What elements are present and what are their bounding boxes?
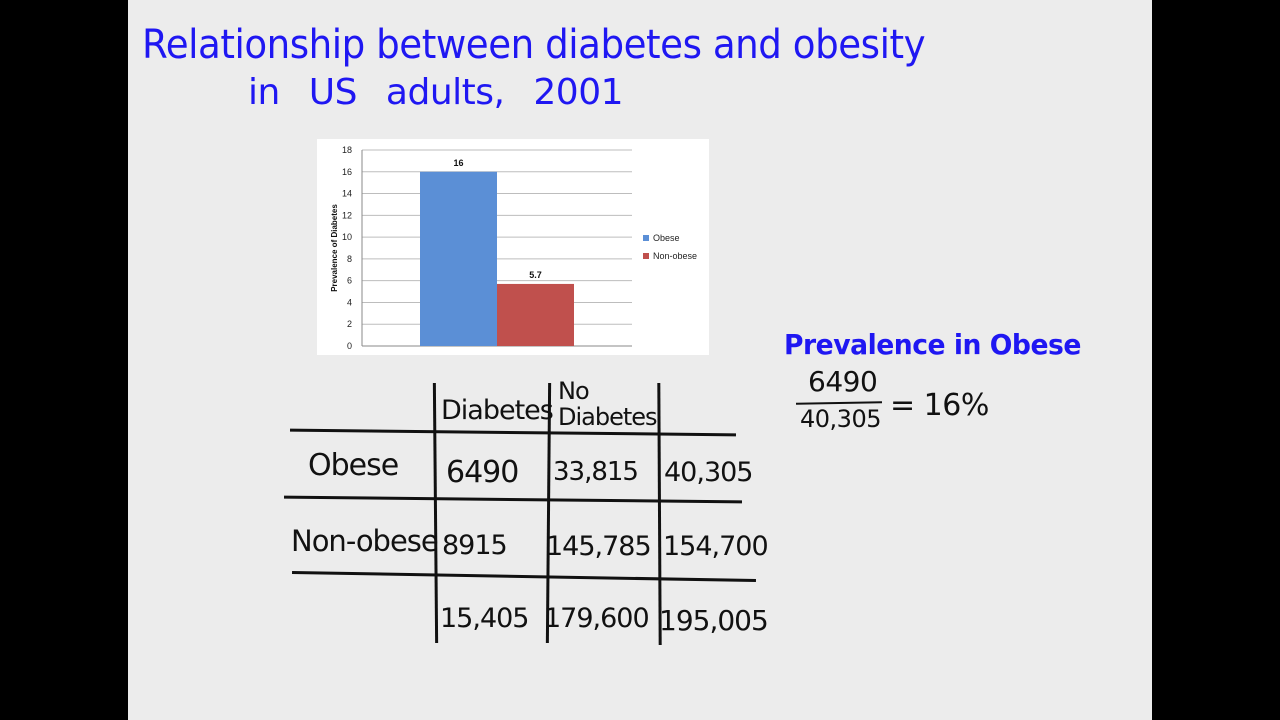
- whiteboard: Relationship between diabetes and obesit…: [128, 0, 1152, 720]
- title-line-2: in US adults, 2001: [248, 72, 624, 113]
- legend-label: Obese: [653, 233, 680, 243]
- legend-label: Non-obese: [653, 251, 697, 261]
- cell-nonobese-no-diabetes: 145,785: [546, 531, 652, 562]
- table-hline-1: [289, 428, 737, 437]
- table-vline-1: [432, 382, 439, 644]
- cell-total-diabetes: 15,405: [440, 603, 529, 634]
- y-tick-label: 10: [342, 232, 352, 242]
- fraction-denominator: 40,305: [800, 405, 881, 433]
- table-hline-2: [283, 495, 743, 504]
- fraction-numerator: 6490: [808, 365, 878, 398]
- legend-swatch: [643, 253, 649, 259]
- y-axis-label: Prevalence of Diabetes: [330, 204, 339, 292]
- cell-total-total: 195,005: [659, 604, 769, 637]
- header-diabetes: Diabetes: [441, 395, 554, 426]
- title-line-1: Relationship between diabetes and obesit…: [142, 22, 926, 68]
- y-tick-label: 6: [347, 276, 352, 286]
- cell-total-no-diabetes: 179,600: [544, 603, 650, 634]
- data-label: 5.7: [529, 270, 542, 280]
- cell-obese-no-diabetes: 33,815: [553, 457, 639, 487]
- bar-chart: 0 2 4 6 8 10 12 14 16 18 Prevalence of Diabetes 16 5…: [317, 139, 709, 355]
- row-label-obese: Obese: [308, 448, 399, 483]
- table-hline-3: [292, 570, 756, 583]
- y-tick-label: 2: [347, 319, 352, 329]
- cell-nonobese-diabetes: 8915: [442, 530, 508, 561]
- cell-nonobese-total: 154,700: [663, 531, 769, 562]
- prevalence-result: = 16%: [890, 388, 989, 423]
- y-tick-label: 0: [347, 341, 352, 351]
- y-tick-label: 18: [342, 145, 352, 155]
- cell-obese-diabetes: 6490: [446, 455, 519, 490]
- y-tick-label: 8: [347, 254, 352, 264]
- bar-obese: [420, 171, 497, 346]
- bar-chart-svg: 0 2 4 6 8 10 12 14 16 18 Prevalence of Diabetes 16 5…: [330, 145, 697, 351]
- prevalence-title: Prevalence in Obese: [784, 328, 1081, 361]
- legend-swatch: [643, 235, 649, 241]
- data-label: 16: [453, 158, 463, 168]
- y-tick-label: 14: [342, 189, 352, 199]
- y-tick-label: 12: [342, 210, 352, 220]
- header-no-diabetes: No Diabetes: [558, 377, 658, 431]
- cell-obese-total: 40,305: [664, 457, 753, 488]
- y-tick-label: 4: [347, 297, 352, 307]
- y-tick-label: 16: [342, 167, 352, 177]
- row-label-non-obese: Non-obese: [291, 524, 439, 558]
- bar-non-obese: [497, 283, 574, 346]
